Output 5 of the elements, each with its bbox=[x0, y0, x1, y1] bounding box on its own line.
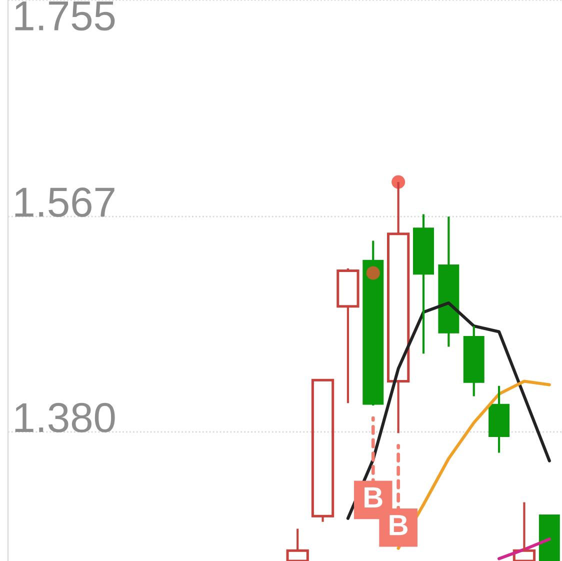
data-label: B bbox=[390, 515, 408, 536]
y-tick-label: 1.567 bbox=[15, 187, 114, 217]
data-label: B bbox=[364, 487, 382, 508]
y-tick-label: 1.755 bbox=[15, 2, 115, 31]
y-tick-label: 1.380 bbox=[15, 402, 115, 432]
